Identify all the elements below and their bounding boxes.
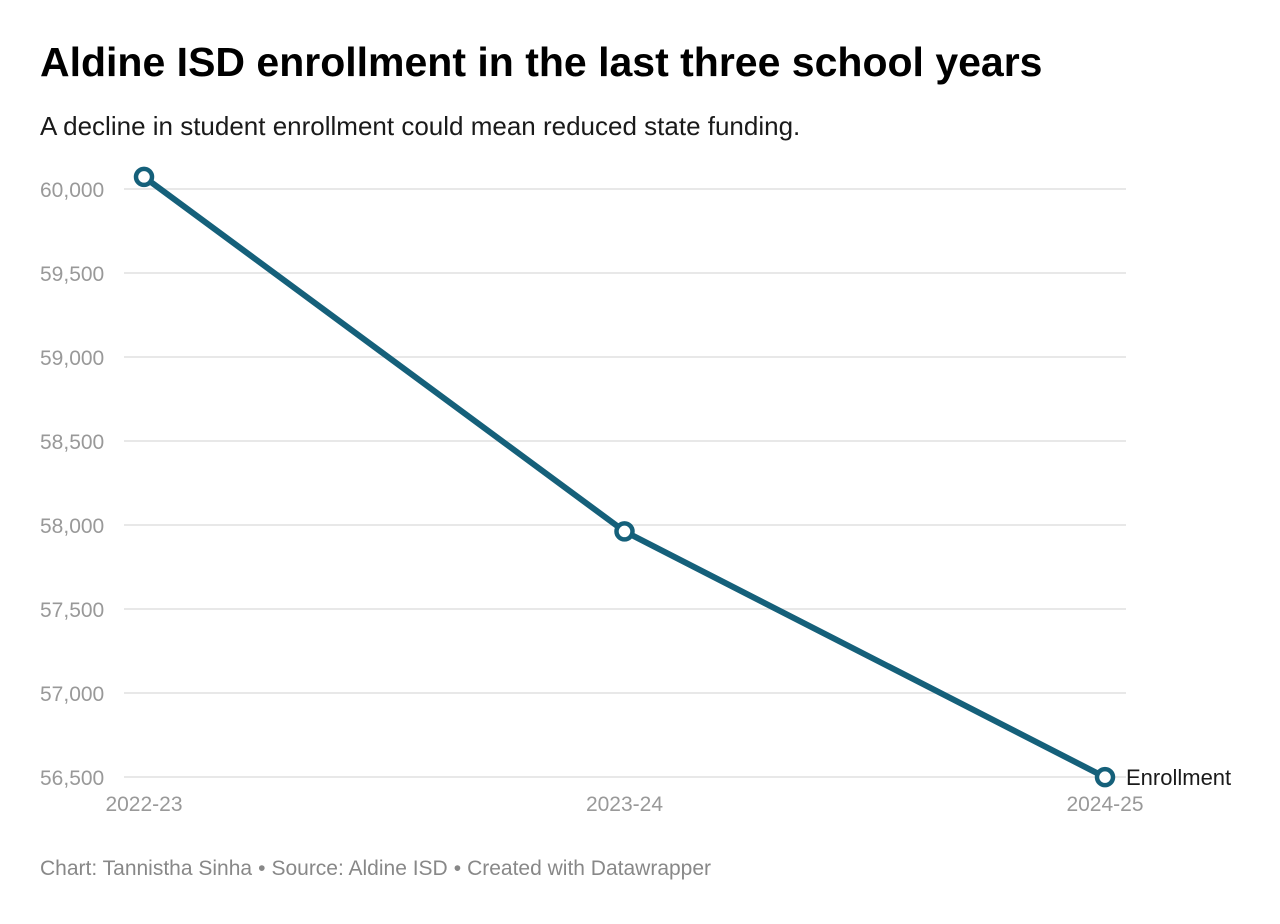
y-tick-label: 57,000: [40, 683, 104, 706]
y-tick-label: 58,000: [40, 515, 104, 538]
x-tick-label: 2024-25: [1066, 793, 1143, 816]
data-point: [614, 521, 635, 542]
chart-title: Aldine ISD enrollment in the last three …: [40, 39, 1043, 85]
chart-subtitle: A decline in student enrollment could me…: [40, 111, 801, 141]
y-tick-label: 59,500: [40, 263, 104, 286]
y-tick-label: 60,000: [40, 179, 104, 202]
gridlines: [124, 188, 1126, 778]
chart-footer: Chart: Tannistha Sinha • Source: Aldine IS…: [40, 857, 711, 881]
y-tick-label: 58,500: [40, 431, 104, 454]
x-tick-label: 2022-23: [105, 793, 182, 816]
y-tick-label: 59,000: [40, 347, 104, 370]
y-tick-label: 56,500: [40, 767, 104, 790]
data-point: [133, 166, 155, 188]
series-label: Enrollment: [1126, 765, 1231, 790]
series-enrollment: [141, 173, 1108, 781]
series-line: [141, 173, 1108, 781]
footer-separator: •: [258, 857, 266, 880]
x-tick-label: 2023-24: [586, 793, 663, 816]
footer-separator: •: [453, 857, 462, 880]
series-labels: Enrollment: [1126, 765, 1231, 790]
line-chart: 56,500 57,000 57,500 58,000 58,500 59,000 59,5…: [40, 166, 1231, 816]
chart-credit: Chart: Tannistha Sinha: [40, 857, 253, 880]
data-point: [1094, 766, 1116, 788]
y-tick-label: 57,500: [40, 599, 104, 622]
y-axis-ticks: 56,500 57,000 57,500 58,000 58,500 59,000 59,5…: [40, 179, 104, 790]
data-points: [133, 166, 1116, 788]
created-with-credit: Created with Datawrapper: [467, 857, 712, 880]
x-axis-ticks: 2022-23 2023-24 2024-25: [105, 793, 1143, 816]
source-credit: Source: Aldine ISD: [271, 857, 448, 880]
